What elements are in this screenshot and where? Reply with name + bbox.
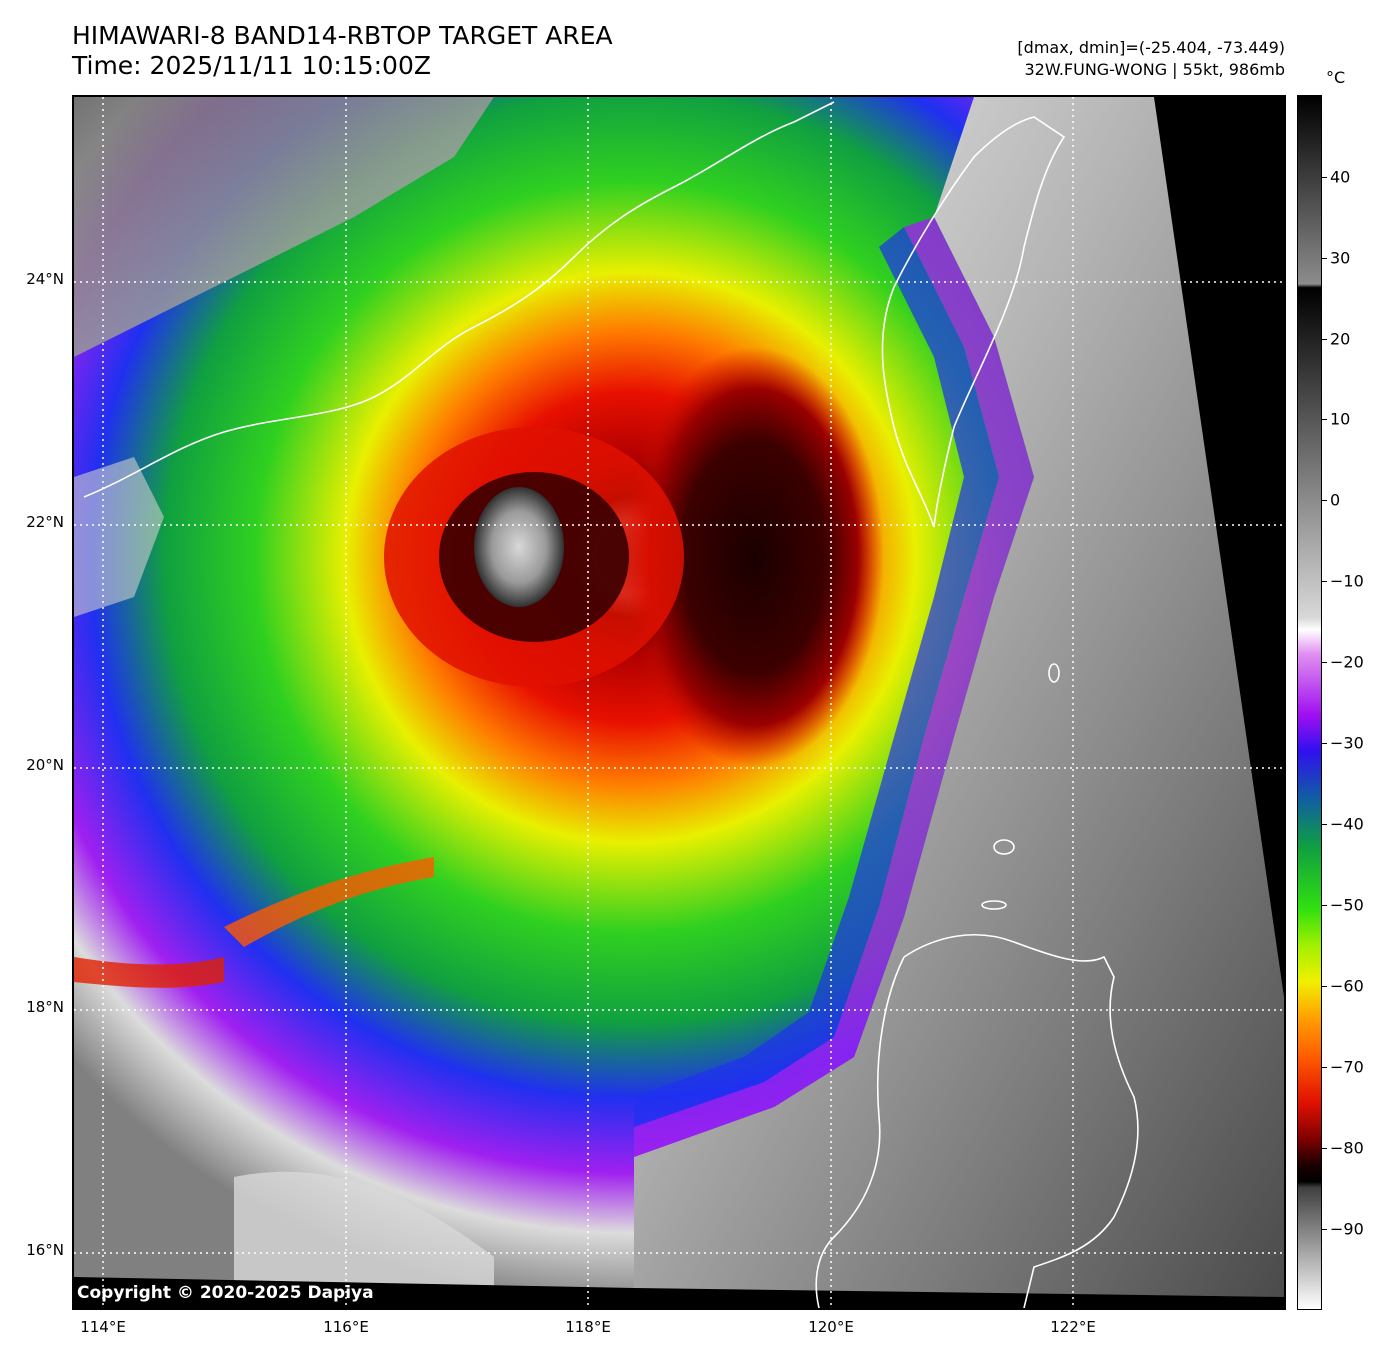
colorbar-tick	[1322, 743, 1327, 744]
lon-label-114e: 114°E	[80, 1318, 126, 1336]
colorbar-tick	[1322, 824, 1327, 825]
lon-label-122e: 122°E	[1050, 1318, 1096, 1336]
satellite-imagery	[74, 97, 1284, 1308]
lon-label-116e: 116°E	[323, 1318, 369, 1336]
satellite-map	[72, 95, 1286, 1310]
colorbar-label-30: 30	[1330, 248, 1351, 268]
colorbar-tick	[1322, 986, 1327, 987]
colorbar-label-minus10: −10	[1330, 571, 1364, 591]
figure-time: Time: 2025/11/11 10:15:00Z	[72, 51, 431, 80]
colorbar-tick	[1322, 905, 1327, 906]
colorbar-tick	[1322, 500, 1327, 501]
colorbar-label-minus80: −80	[1330, 1138, 1364, 1158]
colorbar-tick	[1322, 581, 1327, 582]
colorbar-label-minus70: −70	[1330, 1057, 1364, 1077]
colorbar-label-10: 10	[1330, 409, 1351, 429]
coastline-layer	[83, 101, 1139, 1308]
lat-label-22n: 22°N	[26, 513, 64, 531]
copyright-text: Copyright © 2020-2025 Dapiya	[77, 1283, 374, 1303]
colorbar-gradient	[1298, 96, 1321, 1309]
colorbar-tick	[1322, 1067, 1327, 1068]
colorbar-label-0: 0	[1330, 490, 1341, 510]
lat-label-20n: 20°N	[26, 756, 64, 774]
colorbar-label-40: 40	[1330, 167, 1351, 187]
colorbar-tick	[1322, 1229, 1327, 1230]
colorbar-label-minus40: −40	[1330, 814, 1364, 834]
colorbar-label-minus30: −30	[1330, 733, 1364, 753]
colorbar-tick	[1322, 258, 1327, 259]
colorbar	[1297, 95, 1322, 1310]
temperature-range-text: [dmax, dmin]=(-25.404, -73.449)	[1017, 38, 1285, 57]
colorbar-label-minus60: −60	[1330, 976, 1364, 996]
colorbar-label-minus90: −90	[1330, 1219, 1364, 1239]
colorbar-tick	[1322, 339, 1327, 340]
colorbar-tick	[1322, 177, 1327, 178]
lat-label-18n: 18°N	[26, 998, 64, 1016]
lat-label-24n: 24°N	[26, 270, 64, 288]
colorbar-tick	[1322, 662, 1327, 663]
graticule	[74, 97, 1284, 1308]
lat-label-16n: 16°N	[26, 1241, 64, 1259]
colorbar-label-minus20: −20	[1330, 652, 1364, 672]
colorbar-tick	[1322, 1148, 1327, 1149]
figure-title: HIMAWARI-8 BAND14-RBTOP TARGET AREA	[72, 21, 613, 50]
storm-info-text: 32W.FUNG-WONG | 55kt, 986mb	[1024, 60, 1285, 79]
lon-label-118e: 118°E	[565, 1318, 611, 1336]
colorbar-tick	[1322, 419, 1327, 420]
colorbar-label-20: 20	[1330, 329, 1351, 349]
colorbar-label-minus50: −50	[1330, 895, 1364, 915]
lon-label-120e: 120°E	[808, 1318, 854, 1336]
colorbar-unit: °C	[1326, 68, 1346, 87]
